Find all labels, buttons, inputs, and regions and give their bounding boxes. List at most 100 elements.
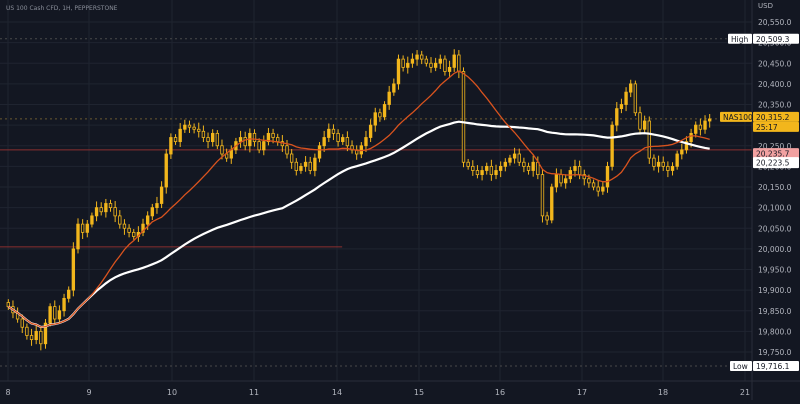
- candle-body: [39, 330, 43, 345]
- candle-body: [680, 149, 684, 155]
- candle-body: [34, 330, 38, 341]
- candle-body: [183, 124, 187, 130]
- candle-body: [85, 223, 89, 233]
- candle-body: [327, 128, 331, 138]
- last-symbol-label: NAS100: [723, 113, 753, 122]
- low-label: Low: [733, 362, 748, 371]
- symbol-header: US 100 Cash CFD, 1H, PEPPERSTONE: [6, 5, 118, 12]
- candle-body: [336, 132, 340, 143]
- candle-body: [601, 186, 605, 192]
- y-tick-label: 19,800.0: [758, 327, 792, 336]
- candles: [6, 49, 712, 351]
- candle-body: [471, 165, 475, 171]
- candle-body: [67, 289, 71, 299]
- y-tick-label: 20,550.0: [758, 18, 792, 27]
- candle-body: [215, 132, 220, 147]
- candle-body: [252, 132, 257, 143]
- candle-body: [192, 126, 196, 130]
- candle-body: [197, 128, 201, 132]
- level-lines: [0, 38, 752, 367]
- candle-body: [294, 161, 298, 171]
- candle-body: [141, 223, 145, 233]
- x-tick-label: 17: [577, 388, 587, 397]
- candle-body: [53, 306, 57, 320]
- low-value-bg: [753, 360, 799, 371]
- high-value-bg: [753, 33, 799, 44]
- candle-body: [485, 165, 489, 171]
- candle-body: [331, 128, 336, 134]
- x-tick-label: 16: [495, 388, 505, 397]
- price-tags: High 20,509.3 Low 19,716.1 NAS100 20,315.225:…: [720, 33, 799, 371]
- candle-body: [382, 104, 387, 118]
- candle-body: [694, 124, 698, 134]
- ma-fast-line: [7, 70, 710, 328]
- y-tick-label: 19,850.0: [758, 307, 792, 316]
- candle-body: [610, 124, 614, 167]
- candle-body: [313, 157, 317, 171]
- candle-body: [587, 178, 591, 184]
- candle-body: [378, 112, 382, 118]
- candle-body: [257, 141, 261, 151]
- candle-body: [29, 335, 34, 341]
- candle-body: [503, 161, 507, 167]
- candle-body: [615, 108, 619, 126]
- candle-body: [62, 297, 66, 312]
- candle-body: [577, 165, 582, 176]
- ma-fast-value-bg: [753, 148, 799, 160]
- candle-body: [619, 104, 624, 110]
- candle-body: [178, 128, 182, 143]
- candle-body: [262, 141, 266, 151]
- low-label-bg: [730, 360, 752, 371]
- ma-slow-value-bg: [753, 157, 799, 169]
- candle-body: [20, 318, 24, 328]
- x-axis[interactable]: 8 9 10 11 14 15 16 17 18 21: [5, 388, 750, 397]
- candle-body: [661, 161, 665, 167]
- y-tick-label: 19,900.0: [758, 286, 792, 295]
- candle-body: [559, 174, 563, 184]
- candle-body: [206, 137, 210, 143]
- y-tick-label: 20,450.0: [758, 59, 792, 68]
- x-tick-label: 21: [740, 388, 750, 397]
- grid: [0, 0, 752, 381]
- candle-body: [322, 137, 326, 147]
- x-tick-label: 18: [658, 388, 668, 397]
- candle-body: [220, 145, 224, 155]
- candle-body: [652, 157, 656, 167]
- high-label-bg: [728, 33, 752, 44]
- y-tick-label: 20,100.0: [758, 204, 792, 213]
- x-tick-label: 8: [5, 388, 10, 397]
- candle-body: [345, 137, 350, 147]
- candle-body: [364, 137, 368, 147]
- high-label: High: [731, 35, 748, 44]
- candle-body: [76, 223, 80, 250]
- candle-body: [647, 120, 651, 159]
- candle-body: [582, 174, 586, 180]
- candle-body: [452, 54, 456, 68]
- y-tick-label: 19,750.0: [758, 348, 792, 357]
- candle-body: [299, 165, 303, 171]
- candle-body: [155, 203, 159, 209]
- candle-body: [703, 120, 707, 130]
- candle-body: [57, 310, 62, 320]
- candle-body: [494, 170, 498, 176]
- last-value-bg: [753, 111, 799, 122]
- candle-body: [670, 165, 675, 171]
- ma-slow-value: 20,223.5: [756, 159, 790, 168]
- candle-body: [289, 153, 294, 163]
- candle-body: [243, 137, 247, 147]
- candle-body: [387, 91, 391, 105]
- candle-body: [489, 165, 494, 176]
- bar-countdown: 25:17: [756, 123, 778, 132]
- candle-body: [368, 124, 373, 138]
- candle-body: [127, 227, 131, 233]
- candle-body: [285, 145, 289, 155]
- candle-body: [466, 161, 470, 167]
- y-tick-label: 20,350.0: [758, 101, 792, 110]
- candle-body: [656, 161, 661, 167]
- candle-body: [517, 153, 521, 163]
- candle-body: [401, 58, 405, 68]
- candle-body: [187, 124, 192, 128]
- candle-body: [94, 207, 99, 217]
